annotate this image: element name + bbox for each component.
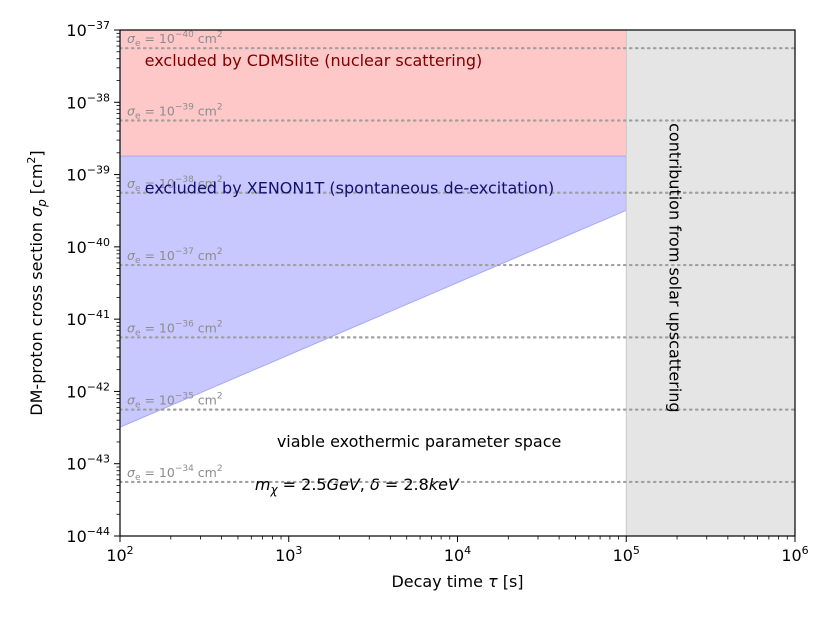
x-tick-label-4: 106 [781, 544, 808, 565]
iso-label-1: σe = 10−39 cm2 [127, 102, 223, 121]
region-label-1: excluded by XENON1T (spontaneous de-exci… [145, 178, 555, 197]
y-axis-label: DM-proton cross section σp [cm2] [25, 150, 49, 415]
x-tick-label-0: 102 [106, 544, 133, 565]
y-axis: 10−44 10−43 10−42 10−41 10−40 10−39 10−38 10−37 [66, 19, 120, 546]
annotation-0: viable exothermic parameter space [277, 432, 562, 451]
iso-label-6: σe = 10−34 cm2 [127, 464, 223, 483]
region-2 [625, 30, 795, 536]
iso-label-5: σe = 10−35 cm2 [127, 392, 223, 411]
y-tick-label-3: 10−41 [66, 308, 110, 329]
x-tick-label-2: 104 [444, 544, 471, 565]
y-tick-label-1: 10−43 [66, 453, 110, 474]
iso-label-4: σe = 10−36 cm2 [127, 319, 223, 338]
x-axis-label: Decay time τ [s] [391, 572, 523, 591]
region-label-0: excluded by CDMSlite (nuclear scattering… [145, 51, 483, 70]
x-tick-label-3: 105 [613, 544, 640, 565]
y-tick-label-7: 10−37 [66, 19, 110, 40]
annotation-1: mχ = 2.5GeV, δ = 2.8keV [255, 475, 460, 497]
y-tick-label-0: 10−44 [66, 525, 110, 546]
y-tick-label-5: 10−39 [66, 164, 110, 185]
y-tick-label-6: 10−38 [66, 91, 110, 112]
iso-label-3: σe = 10−37 cm2 [127, 247, 223, 266]
iso-label-2: σe = 10−38 cm2 [127, 175, 223, 194]
x-axis: 102 103 104 105 106 [106, 536, 809, 565]
x-tick-label-1: 103 [275, 544, 302, 565]
iso-label-0: σe = 10−40 cm2 [127, 30, 223, 49]
y-tick-label-4: 10−40 [66, 236, 110, 257]
region-label-2: contribution from solar upscattering [665, 123, 684, 412]
annotations: σe = 10−40 cm2 σe = 10−39 cm2 σe = 10−38 c… [127, 30, 684, 497]
y-tick-label-2: 10−42 [66, 380, 110, 401]
iso-sigma-e-lines [120, 47, 795, 484]
